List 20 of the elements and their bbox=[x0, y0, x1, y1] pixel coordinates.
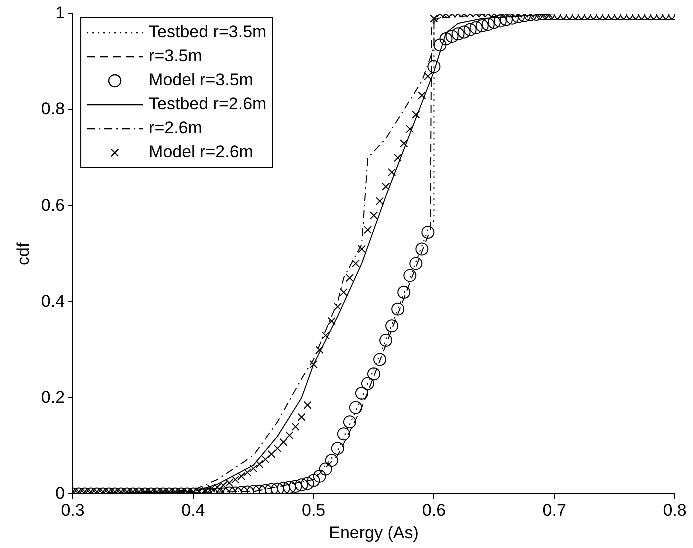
x-tick-label: 0.8 bbox=[663, 501, 687, 520]
y-tick-label: 0.8 bbox=[41, 100, 66, 119]
y-tick-label: 0.2 bbox=[41, 388, 66, 407]
x-tick-label: 0.7 bbox=[542, 501, 566, 520]
x-tick-label: 0.6 bbox=[422, 501, 446, 520]
x-tick-label: 0.4 bbox=[182, 501, 206, 520]
legend-label: Testbed r=2.6m bbox=[149, 94, 267, 114]
y-tick-label: 0.4 bbox=[41, 292, 66, 311]
x-tick-label: 0.3 bbox=[61, 501, 85, 520]
y-tick-label: 0.6 bbox=[41, 196, 66, 215]
legend-label: Model r=2.6m bbox=[149, 142, 254, 162]
x-axis-title: Energy (As) bbox=[329, 523, 419, 542]
y-axis-title: cdf bbox=[14, 242, 33, 266]
legend-label: r=3.5m bbox=[149, 46, 202, 66]
legend-label: Testbed r=3.5m bbox=[149, 22, 267, 42]
y-tick-label: 0 bbox=[56, 484, 66, 503]
y-tick-label: 1 bbox=[56, 4, 66, 23]
x-tick-label: 0.5 bbox=[302, 501, 326, 520]
legend-label: r=2.6m bbox=[149, 118, 202, 138]
legend-label: Model r=3.5m bbox=[149, 70, 254, 90]
